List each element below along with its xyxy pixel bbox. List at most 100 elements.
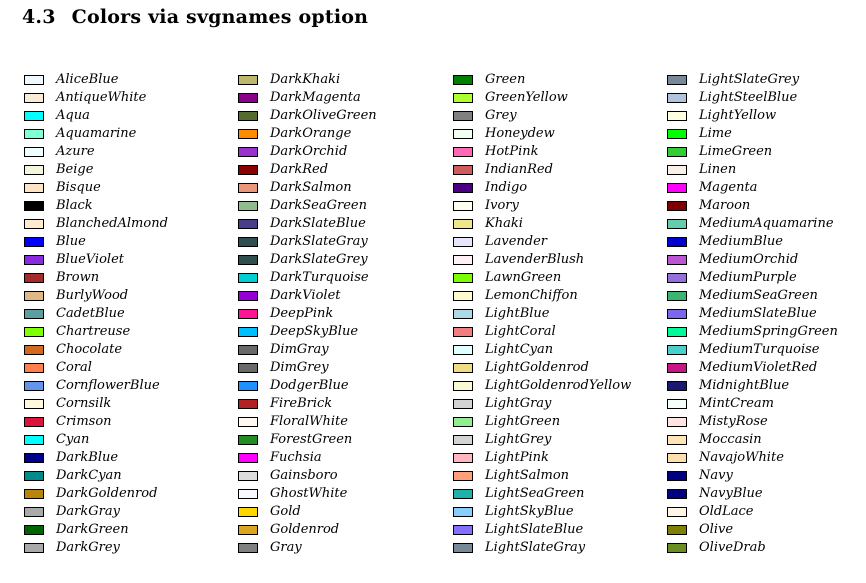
color-entry: DarkGoldenrod [24,485,168,503]
color-entry: Azure [24,143,168,161]
color-swatch [453,381,473,391]
color-swatch [453,93,473,103]
color-entry: DarkSlateBlue [238,215,377,233]
color-entry: Aquamarine [24,125,168,143]
color-swatch [667,201,687,211]
color-name: Magenta [699,180,758,195]
color-swatch [453,165,473,175]
color-swatch [667,111,687,121]
color-swatch [238,147,258,157]
color-name: Gray [270,540,302,555]
color-entry: DarkOrchid [238,143,377,161]
color-name: Lime [699,126,732,141]
color-entry: Ivory [453,197,631,215]
color-name: Aquamarine [56,126,137,141]
color-name: DarkMagenta [270,90,361,105]
color-swatch [24,435,44,445]
color-swatch [238,183,258,193]
color-swatch [24,345,44,355]
color-swatch [238,111,258,121]
color-swatch [667,165,687,175]
color-name: OliveDrab [699,540,766,555]
color-entry: DarkCyan [24,467,168,485]
color-swatch [667,183,687,193]
color-swatch [24,111,44,121]
color-swatch [238,327,258,337]
color-swatch [24,183,44,193]
color-entry: DimGrey [238,359,377,377]
color-swatch [453,489,473,499]
color-entry: DarkGrey [24,539,168,557]
color-name: DeepSkyBlue [270,324,359,339]
color-entry: LimeGreen [667,143,838,161]
color-name: BlanchedAlmond [56,216,168,231]
color-entry: MediumSpringGreen [667,323,838,341]
color-swatch [24,363,44,373]
color-name: LightGrey [485,432,552,447]
color-name: MediumVioletRed [699,360,818,375]
color-swatch [238,201,258,211]
color-swatch [453,255,473,265]
color-entry: LightGray [453,395,631,413]
color-entry: NavyBlue [667,485,838,503]
color-column-3: Green GreenYellow Grey Honeydew HotPink India… [453,71,631,557]
color-entry: Khaki [453,215,631,233]
color-name: DarkSeaGreen [270,198,367,213]
color-swatch [667,255,687,265]
color-swatch [667,471,687,481]
color-swatch [453,525,473,535]
color-swatch [453,417,473,427]
color-entry: DarkMagenta [238,89,377,107]
color-entry: NavajoWhite [667,449,838,467]
color-swatch [238,309,258,319]
color-swatch [24,75,44,85]
color-name: DimGray [270,342,329,357]
color-entry: IndianRed [453,161,631,179]
color-name: AntiqueWhite [56,90,147,105]
color-swatch [453,129,473,139]
color-name: MidnightBlue [699,378,790,393]
color-name: Brown [56,270,100,285]
color-entry: Indigo [453,179,631,197]
color-entry: LightYellow [667,107,838,125]
color-name: DarkRed [270,162,329,177]
color-entry: LightPink [453,449,631,467]
color-swatch [24,507,44,517]
color-name: LightCyan [485,342,554,357]
color-entry: Fuchsia [238,449,377,467]
color-entry: MediumOrchid [667,251,838,269]
color-swatch [667,453,687,463]
color-column-2: DarkKhaki DarkMagenta DarkOliveGreen DarkOr… [238,71,377,557]
color-name: LightGreen [485,414,561,429]
color-entry: Chartreuse [24,323,168,341]
color-name: Lavender [485,234,548,249]
color-entry: DarkSlateGrey [238,251,377,269]
color-name: DarkCyan [56,468,122,483]
color-swatch [238,129,258,139]
color-swatch [667,525,687,535]
color-swatch [24,291,44,301]
color-entry: MediumVioletRed [667,359,838,377]
color-swatch [238,255,258,265]
color-entry: LightSalmon [453,467,631,485]
color-entry: MediumPurple [667,269,838,287]
color-swatch [667,417,687,427]
color-swatch [238,453,258,463]
color-entry: Lavender [453,233,631,251]
color-entry: Goldenrod [238,521,377,539]
color-swatch [24,201,44,211]
color-swatch [238,363,258,373]
color-swatch [667,399,687,409]
color-name: LavenderBlush [485,252,585,267]
color-swatch [453,435,473,445]
color-entry: Gold [238,503,377,521]
color-name: CornflowerBlue [56,378,160,393]
color-swatch [238,165,258,175]
color-entry: LightSlateGrey [667,71,838,89]
color-swatch [453,453,473,463]
color-swatch [453,327,473,337]
color-swatch [24,165,44,175]
color-swatch [238,291,258,301]
color-name: MediumTurquoise [699,342,820,357]
color-entry: LawnGreen [453,269,631,287]
